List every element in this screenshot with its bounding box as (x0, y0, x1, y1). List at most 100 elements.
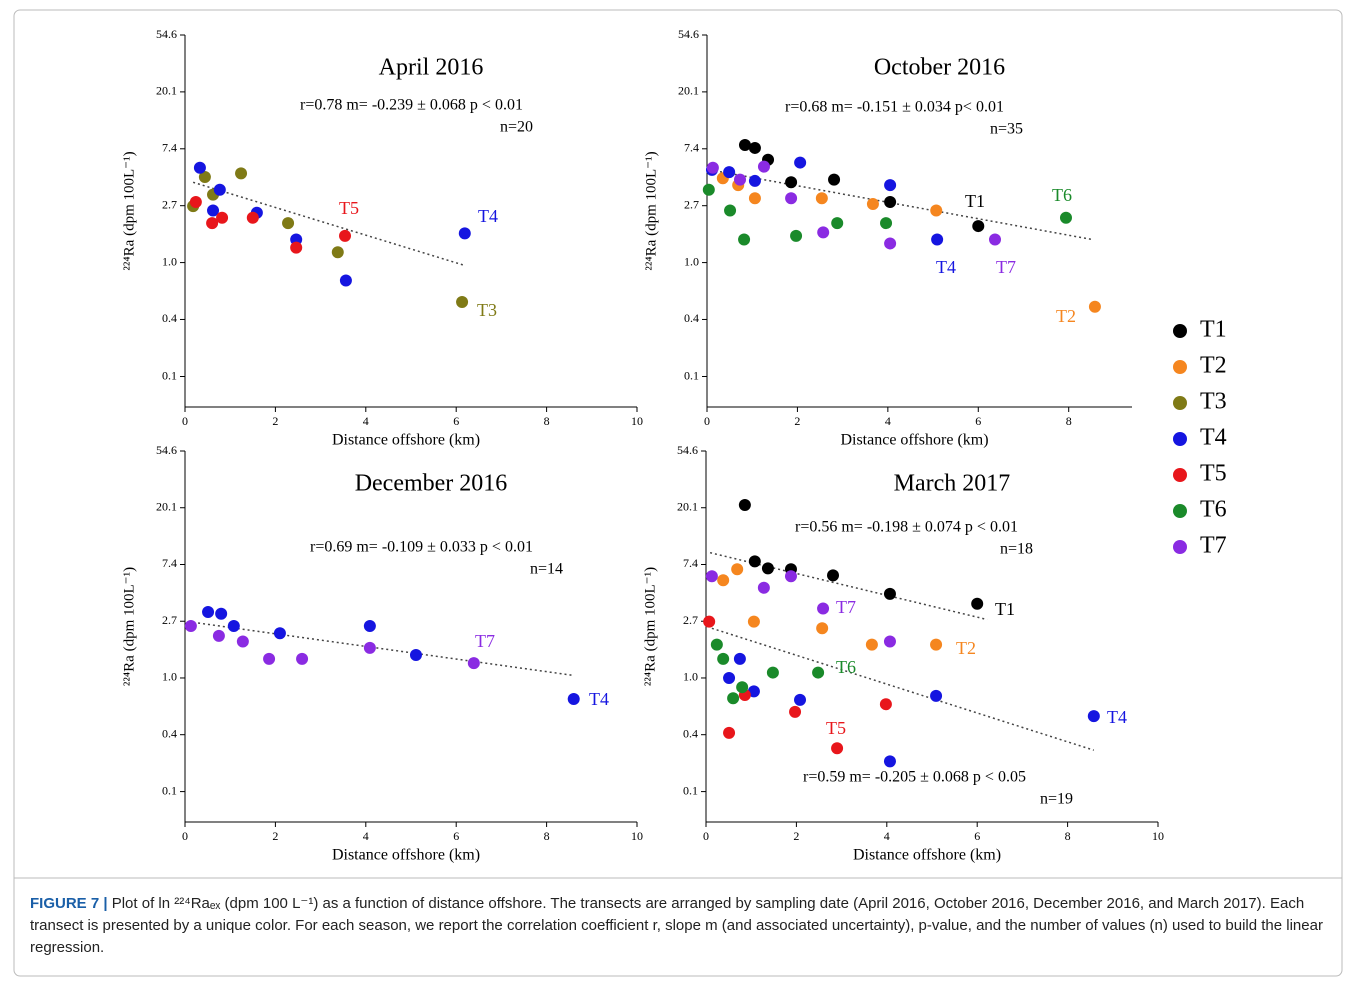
legend-marker (1173, 468, 1187, 482)
legend-marker (1173, 504, 1187, 518)
data-point (738, 233, 751, 246)
data-point (363, 641, 376, 654)
y-tick-label: 20.1 (156, 84, 177, 98)
data-point (202, 605, 215, 618)
data-point (931, 233, 944, 246)
x-tick-label: 8 (1066, 414, 1072, 428)
data-point (198, 171, 211, 184)
data-point (212, 629, 225, 642)
data-point (567, 693, 580, 706)
y-tick-label: 2.7 (683, 613, 698, 627)
data-point (467, 657, 480, 670)
data-point (235, 167, 248, 180)
x-axis-title: Distance offshore (km) (840, 432, 988, 449)
x-tick-label: 0 (182, 414, 188, 428)
y-tick-label: 0.1 (162, 783, 177, 797)
y-tick-label: 0.4 (162, 726, 177, 740)
x-tick-label: 4 (363, 414, 369, 428)
data-point (766, 666, 779, 679)
x-tick-label: 6 (453, 414, 459, 428)
panel-title: March 2017 (894, 471, 1011, 497)
legend-label: T4 (1200, 425, 1227, 451)
caption-label: FIGURE 7 | (30, 895, 108, 912)
data-point (706, 161, 719, 174)
x-tick-label: 10 (631, 414, 643, 428)
data-point (884, 179, 897, 192)
y-tick-label: 20.1 (677, 499, 698, 513)
legend-label: T3 (1200, 389, 1227, 415)
x-tick-label: 6 (975, 414, 981, 428)
data-point (884, 237, 897, 250)
legend-label: T6 (1200, 497, 1227, 523)
x-tick-label: 8 (1065, 829, 1071, 843)
data-point (282, 217, 295, 230)
annotation: n=14 (530, 561, 563, 578)
y-tick-label: 20.1 (156, 499, 177, 513)
data-point (734, 173, 747, 186)
data-point (703, 615, 716, 628)
data-point (206, 217, 219, 230)
x-tick-label: 4 (885, 414, 891, 428)
data-point (747, 615, 760, 628)
data-point (757, 160, 770, 173)
data-point (761, 562, 774, 575)
data-point (815, 192, 828, 205)
data-point (339, 274, 352, 287)
annotation: T7 (836, 597, 856, 617)
annotation: T4 (1107, 707, 1127, 727)
trend-line (192, 181, 464, 266)
data-point (227, 619, 240, 632)
data-point (296, 652, 309, 665)
data-point (930, 689, 943, 702)
y-tick-label: 1.0 (684, 254, 699, 268)
x-tick-label: 6 (974, 829, 980, 843)
data-point (794, 156, 807, 169)
y-tick-label: 2.7 (162, 613, 177, 627)
annotation: n=35 (990, 121, 1023, 138)
data-point (710, 638, 723, 651)
data-point (702, 183, 715, 196)
annotation: T2 (956, 638, 976, 658)
x-tick-label: 4 (363, 829, 369, 843)
x-tick-label: 2 (794, 414, 800, 428)
data-point (748, 555, 761, 568)
data-point (216, 211, 229, 224)
data-point (246, 211, 259, 224)
legend-label: T1 (1200, 317, 1227, 343)
data-point (828, 173, 841, 186)
data-point (263, 652, 276, 665)
x-tick-label: 10 (631, 829, 643, 843)
data-point (736, 681, 749, 694)
annotation: T2 (1056, 306, 1076, 326)
y-tick-label: 7.4 (162, 141, 177, 155)
data-point (827, 569, 840, 582)
annotation: r=0.78 m= -0.239 ± 0.068 p < 0.01 (300, 97, 523, 114)
data-point (215, 607, 228, 620)
legend-marker (1173, 360, 1187, 374)
y-tick-label: 20.1 (678, 84, 699, 98)
y-axis-title: ²²⁴Ra (dpm 100L⁻¹) (121, 567, 137, 686)
data-point (831, 742, 844, 755)
annotation: T4 (589, 689, 609, 709)
annotation: n=19 (1040, 791, 1073, 808)
panel-title: April 2016 (379, 55, 484, 81)
y-tick-label: 2.7 (684, 197, 699, 211)
data-point (724, 204, 737, 217)
x-axis-title: Distance offshore (km) (853, 847, 1001, 864)
annotation: T1 (965, 191, 985, 211)
annotation: r=0.59 m= -0.205 ± 0.068 p < 0.05 (803, 769, 1026, 786)
annotation: T3 (477, 300, 497, 320)
y-tick-label: 1.0 (683, 670, 698, 684)
legend-label: T2 (1200, 353, 1227, 379)
annotation: T4 (936, 257, 956, 277)
data-point (717, 574, 730, 587)
data-point (409, 648, 422, 661)
data-point (880, 217, 893, 230)
data-point (989, 233, 1002, 246)
x-tick-label: 4 (884, 829, 890, 843)
data-point (866, 198, 879, 211)
y-tick-label: 7.4 (162, 556, 177, 570)
legend-label: T5 (1200, 461, 1227, 487)
legend-marker (1173, 432, 1187, 446)
